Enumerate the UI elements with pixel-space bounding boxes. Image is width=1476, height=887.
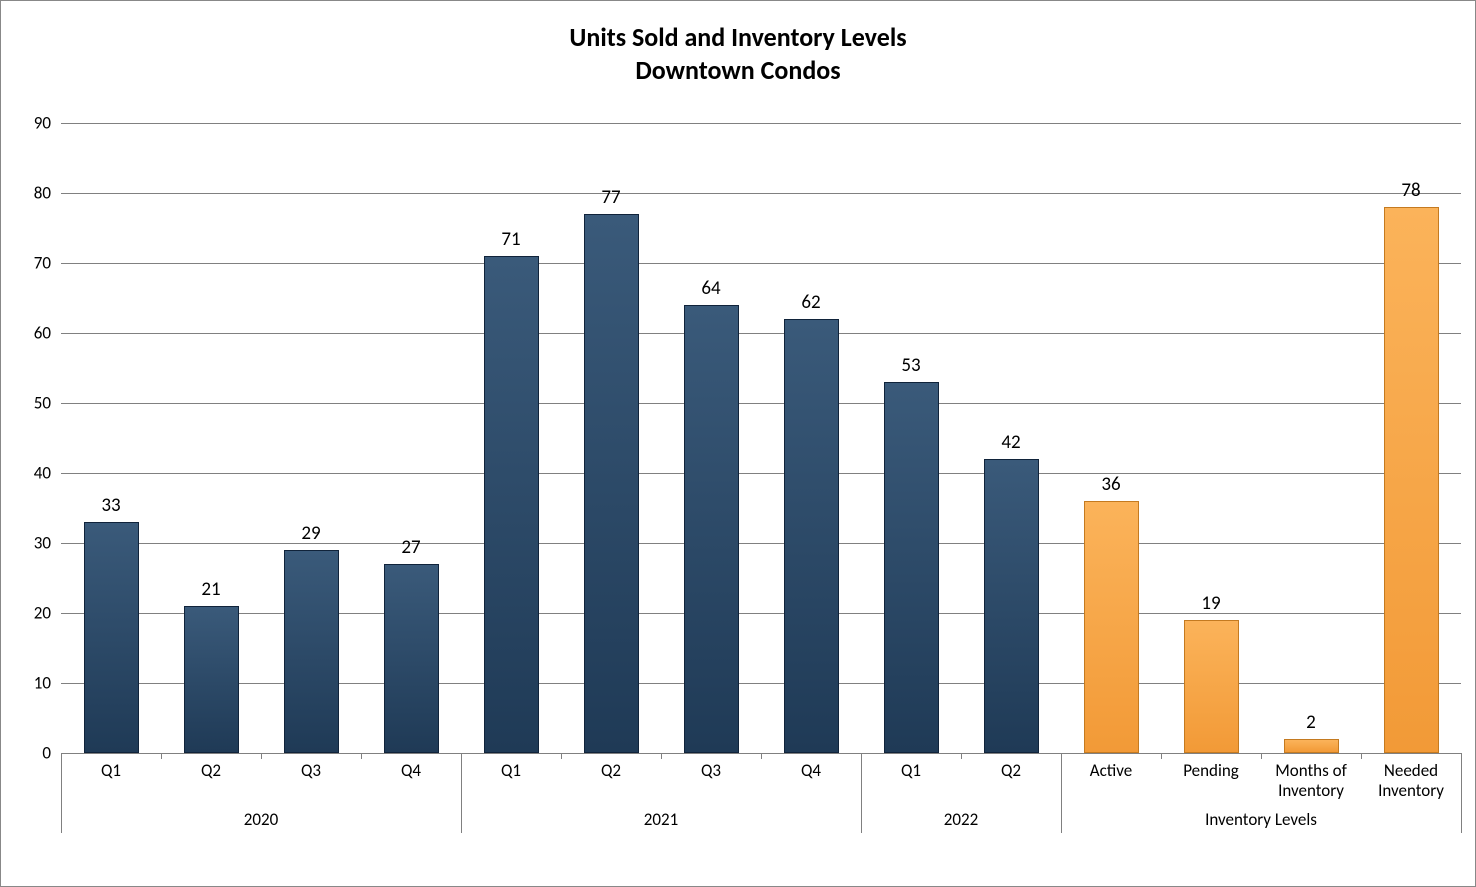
x-group-tick <box>1461 753 1462 833</box>
x-category-label: Pending <box>1161 761 1261 781</box>
bar: 27 <box>384 564 439 753</box>
x-category-label: Q4 <box>761 761 861 781</box>
chart-title: Units Sold and Inventory Levels Downtown… <box>1 21 1475 86</box>
bar-value-label: 2 <box>1306 711 1316 740</box>
x-category-label: Q3 <box>261 761 361 781</box>
bar: 19 <box>1184 620 1239 753</box>
y-tick-label: 60 <box>11 323 51 344</box>
x-category-label: Q2 <box>161 761 261 781</box>
x-tick <box>261 753 262 759</box>
gridline <box>61 683 1461 684</box>
y-tick-label: 0 <box>11 743 51 764</box>
x-tick <box>661 753 662 759</box>
bar: 42 <box>984 459 1039 753</box>
plot-area: 332129277177646253423619278 <box>61 123 1461 753</box>
bar-value-label: 21 <box>201 578 220 607</box>
bar-value-label: 29 <box>301 522 320 551</box>
x-tick <box>1361 753 1362 759</box>
gridline <box>61 613 1461 614</box>
y-tick-label: 30 <box>11 533 51 554</box>
bar-value-label: 78 <box>1401 179 1420 208</box>
x-category-label: Q3 <box>661 761 761 781</box>
x-tick <box>361 753 362 759</box>
x-tick <box>1261 753 1262 759</box>
y-tick-label: 40 <box>11 463 51 484</box>
bar-value-label: 33 <box>101 494 120 523</box>
x-group-label: 2022 <box>861 809 1061 830</box>
x-category-label: Q2 <box>961 761 1061 781</box>
bar: 64 <box>684 305 739 753</box>
bar: 36 <box>1084 501 1139 753</box>
bar: 33 <box>84 522 139 753</box>
gridline <box>61 263 1461 264</box>
bar-value-label: 64 <box>701 277 720 306</box>
bar: 21 <box>184 606 239 753</box>
x-tick <box>161 753 162 759</box>
bar: 78 <box>1384 207 1439 753</box>
y-tick-label: 20 <box>11 603 51 624</box>
bar-value-label: 62 <box>801 291 820 320</box>
y-tick-label: 50 <box>11 393 51 414</box>
bar: 53 <box>884 382 939 753</box>
x-tick <box>1161 753 1162 759</box>
x-tick <box>761 753 762 759</box>
bar-value-label: 19 <box>1201 592 1220 621</box>
x-category-label: Q1 <box>861 761 961 781</box>
y-tick-label: 90 <box>11 113 51 134</box>
x-category-label: NeededInventory <box>1361 761 1461 800</box>
y-tick-label: 80 <box>11 183 51 204</box>
gridline <box>61 193 1461 194</box>
x-category-label: Months ofInventory <box>1261 761 1361 800</box>
bar-value-label: 71 <box>501 228 520 257</box>
gridline <box>61 123 1461 124</box>
x-group-label: 2020 <box>61 809 461 830</box>
x-category-label: Q4 <box>361 761 461 781</box>
bar: 71 <box>484 256 539 753</box>
x-category-label: Q2 <box>561 761 661 781</box>
bar: 62 <box>784 319 839 753</box>
x-group-label: 2021 <box>461 809 861 830</box>
gridline <box>61 403 1461 404</box>
x-category-label: Q1 <box>61 761 161 781</box>
x-group-label: Inventory Levels <box>1061 809 1461 830</box>
bar-value-label: 27 <box>401 536 420 565</box>
gridline <box>61 473 1461 474</box>
x-tick <box>961 753 962 759</box>
x-tick <box>561 753 562 759</box>
bar: 29 <box>284 550 339 753</box>
bar-value-label: 77 <box>601 186 620 215</box>
bar: 2 <box>1284 739 1339 753</box>
gridline <box>61 333 1461 334</box>
x-category-label: Q1 <box>461 761 561 781</box>
title-line-2: Downtown Condos <box>635 54 840 86</box>
bar-value-label: 53 <box>901 354 920 383</box>
bar: 77 <box>584 214 639 753</box>
y-tick-label: 10 <box>11 673 51 694</box>
title-line-1: Units Sold and Inventory Levels <box>569 21 906 53</box>
gridline <box>61 543 1461 544</box>
chart-container: Units Sold and Inventory Levels Downtown… <box>0 0 1476 887</box>
bar-value-label: 36 <box>1101 473 1120 502</box>
y-tick-label: 70 <box>11 253 51 274</box>
bar-value-label: 42 <box>1001 431 1020 460</box>
x-category-label: Active <box>1061 761 1161 781</box>
